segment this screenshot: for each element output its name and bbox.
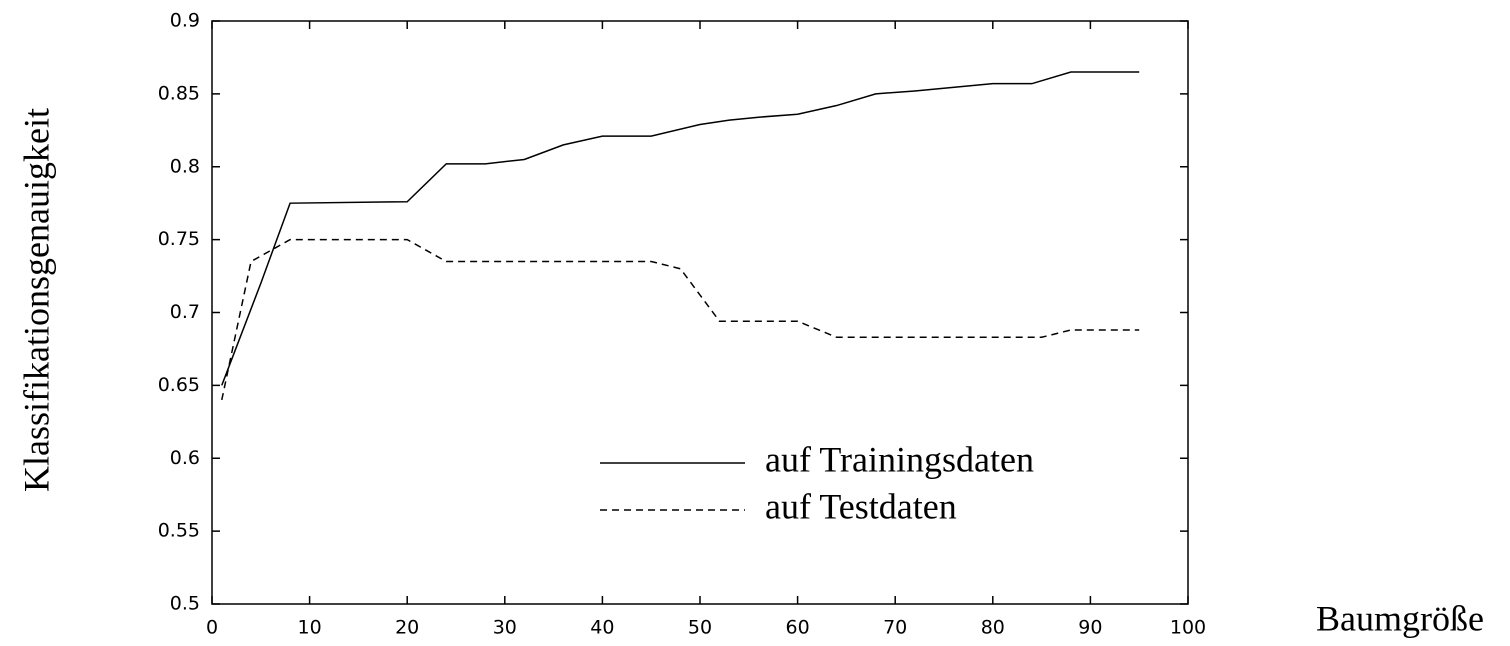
y-tick-label: 0.7	[170, 301, 200, 323]
x-tick-label: 0	[206, 617, 218, 639]
y-tick-label: 0.55	[158, 520, 200, 542]
x-tick-label: 20	[395, 617, 419, 639]
y-axis-label: Klassifikationsgenauigkeit	[16, 108, 56, 492]
x-tick-label: 50	[688, 617, 712, 639]
x-axis-label: Baumgröße	[1316, 598, 1484, 638]
y-tick-label: 0.65	[158, 374, 200, 396]
legend-label: auf Testdaten	[765, 486, 957, 526]
legend-label: auf Trainingsdaten	[765, 439, 1034, 479]
x-tick-label: 100	[1170, 617, 1206, 639]
y-tick-label: 0.6	[170, 447, 200, 469]
data-line	[221, 238, 1140, 401]
x-tick-label: 60	[786, 617, 810, 639]
x-tick-label: 10	[298, 617, 322, 639]
y-tick-label: 0.8	[170, 155, 200, 177]
x-tick-label: 90	[1078, 617, 1102, 639]
y-tick-label: 0.9	[170, 10, 200, 32]
data-line	[221, 71, 1140, 386]
x-tick-label: 40	[590, 617, 614, 639]
x-tick-label: 70	[883, 617, 907, 639]
y-tick-label: 0.5	[170, 593, 200, 615]
y-tick-label: 0.75	[158, 228, 200, 250]
x-tick-label: 80	[981, 617, 1005, 639]
y-tick-label: 0.85	[158, 82, 200, 104]
plot-frame	[211, 20, 1189, 605]
x-tick-label: 30	[493, 617, 517, 639]
